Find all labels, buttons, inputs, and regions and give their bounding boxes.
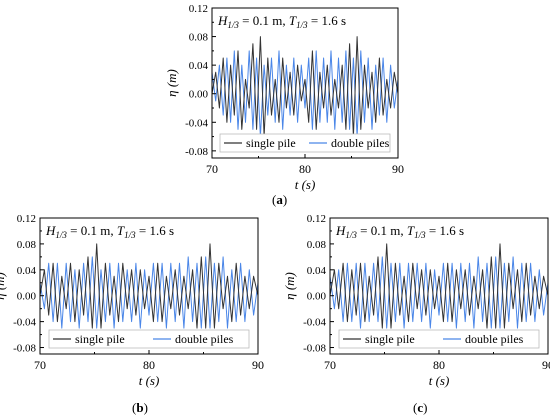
legend-label: double piles [175,332,234,346]
y-axis-label: η (m) [164,69,179,97]
y-tick-label: 0.12 [307,213,326,225]
annotation-part: 1/3 [55,230,67,240]
annotation-part: = 0.1 m, [357,223,407,238]
x-tick-label: 90 [252,358,264,372]
panel-label-open: ( [413,400,417,415]
panel-label-c: (c) [413,400,427,415]
chart-panel-c: -0.08 -0.04 0.00 0.04 0.08 0.12 70 80 90 t (s) η (… [282,213,550,388]
x-tick-label: 70 [206,162,218,176]
y-axis-label: η (m) [282,272,297,300]
y-tick-label: 0.04 [307,265,327,277]
annotation-part: H [217,13,228,28]
panel-label-open: ( [272,192,276,207]
legend-label: single pile [75,332,125,346]
series-line-single-pile [329,243,549,329]
series-line-double-piles [329,256,549,329]
x-tick-label: 70 [34,358,46,372]
y-tick-label: -0.08 [13,343,36,355]
legend-box [338,329,540,349]
panel-label-letter: c [417,400,423,415]
legend-label: double piles [465,332,524,346]
series-line-single-pile [211,36,399,138]
panel-label-open: ( [132,400,136,415]
panel-label-close: ) [283,192,287,207]
y-tick-label: 0.12 [189,3,208,15]
panel-label-close: ) [423,400,427,415]
y-tick-label: -0.04 [185,117,208,129]
annotation-part: T [407,223,415,238]
annotation-part: = 0.1 m, [67,223,117,238]
condition-annotation: H1/3 = 0.1 m, T1/3 = 1.6 s [45,223,174,240]
annotation-part: T [289,13,297,28]
y-tick-label: 0.12 [17,213,36,225]
annotation-part: = 1.6 s [136,223,174,238]
annotation-part: 1/3 [124,230,136,240]
annotation-part: H [335,223,346,238]
annotation-part: 1/3 [414,230,426,240]
annotation-part: H [45,223,56,238]
y-tick-label: 0.08 [17,239,37,251]
y-tick-label: -0.04 [13,317,36,329]
y-tick-label: 0.00 [17,291,37,303]
series-line-double-piles [211,50,399,138]
y-tick-label: 0.00 [307,291,327,303]
x-tick-label: 80 [143,358,155,372]
x-axis-label: t (s) [429,373,450,388]
annotation-part: = 1.6 s [426,223,464,238]
condition-annotation: H1/3 = 0.1 m, T1/3 = 1.6 s [217,13,346,30]
y-tick-label: -0.04 [303,317,326,329]
y-tick-label: 0.04 [189,60,209,72]
annotation-part: T [117,223,125,238]
y-tick-label: 0.08 [189,32,209,44]
annotation-part: 1/3 [227,20,239,30]
x-tick-label: 90 [392,162,404,176]
x-axis-label: t (s) [139,373,160,388]
annotation-part: = 0.1 m, [239,13,289,28]
x-tick-label: 90 [542,358,550,372]
series-line-single-pile [39,243,259,329]
legend-label: single pile [246,136,296,150]
y-tick-label: -0.08 [185,146,208,158]
y-tick-label: 0.04 [17,265,37,277]
annotation-part: 1/3 [345,230,357,240]
panel-label-close: ) [144,400,148,415]
y-tick-label: 0.00 [189,89,209,101]
panel-label-letter: b [136,400,143,415]
annotation-part: = 1.6 s [308,13,346,28]
x-tick-label: 70 [324,358,336,372]
y-tick-label: 0.08 [307,239,327,251]
legend-label: double piles [331,136,390,150]
y-tick-label: -0.08 [303,343,326,355]
legend-box [219,133,391,153]
x-tick-label: 80 [433,358,445,372]
series-line-double-piles [39,256,259,329]
annotation-part: 1/3 [296,20,308,30]
condition-annotation: H1/3 = 0.1 m, T1/3 = 1.6 s [335,223,464,240]
panel-label-b: (b) [132,400,148,415]
legend-label: single pile [365,332,415,346]
panel-label-letter: a [276,192,283,207]
chart-panel-b: -0.08 -0.04 0.00 0.04 0.08 0.12 70 80 90 t (s) η (… [0,213,264,388]
x-axis-label: t (s) [295,177,316,192]
chart-panel-a: -0.08 -0.04 0.00 0.04 0.08 0.12 70 80 90 t (s) η (… [164,3,404,192]
panel-label-a: (a) [272,192,287,207]
legend-box [48,329,250,349]
x-tick-label: 80 [299,162,311,176]
y-axis-label: η (m) [0,272,7,300]
